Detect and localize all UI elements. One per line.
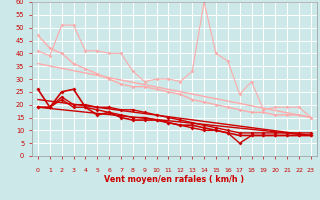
X-axis label: Vent moyen/en rafales ( km/h ): Vent moyen/en rafales ( km/h ) [104,175,244,184]
